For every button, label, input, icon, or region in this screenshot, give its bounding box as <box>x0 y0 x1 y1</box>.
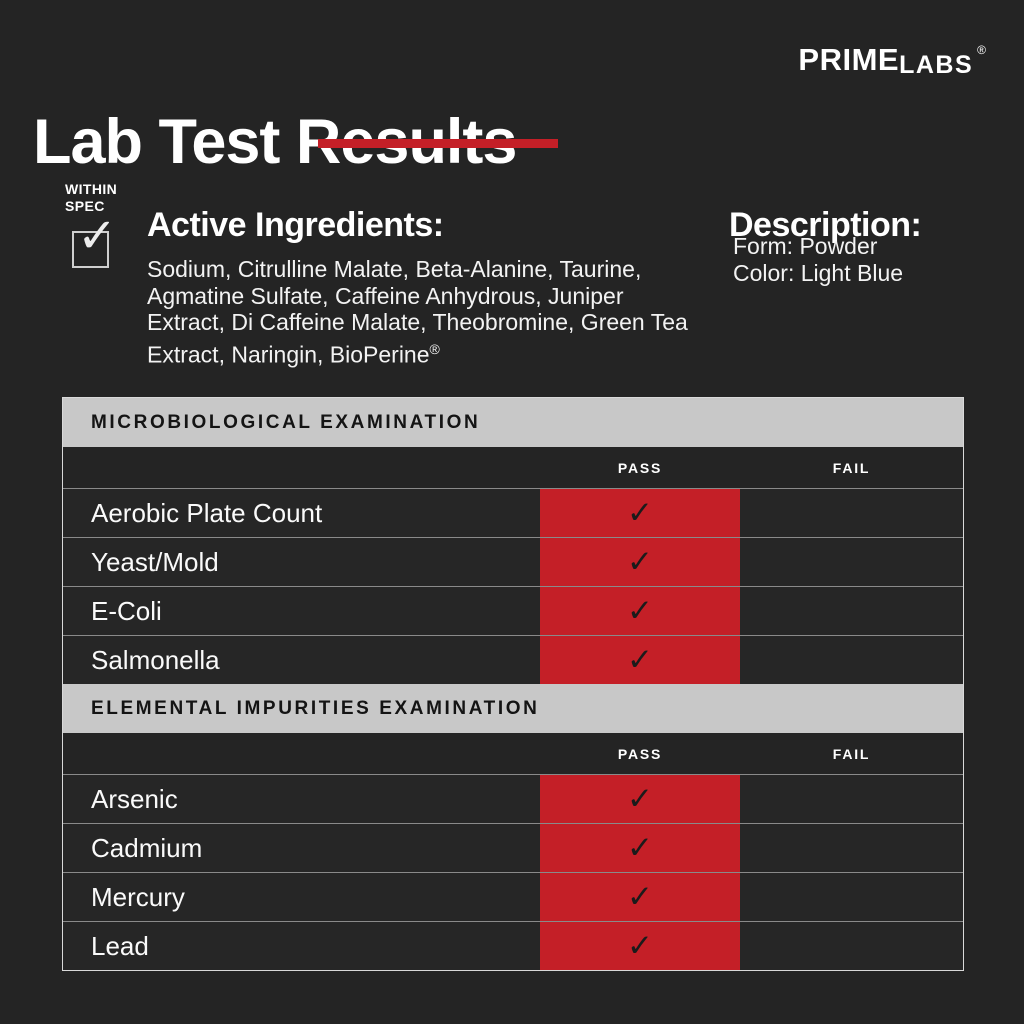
checkmark-icon: ✓ <box>627 879 653 914</box>
fail-cell <box>740 922 963 970</box>
checkmark-icon: ✓ <box>627 781 653 816</box>
checkmark-icon: ✓ <box>627 928 653 963</box>
pass-cell: ✓ <box>540 922 740 970</box>
description-heading: Description: <box>729 206 922 245</box>
table-row: Aerobic Plate Count ✓ <box>63 488 963 537</box>
test-name: Cadmium <box>91 832 203 863</box>
pass-cell: ✓ <box>540 873 740 921</box>
pass-cell: ✓ <box>540 538 740 586</box>
table-row: Arsenic ✓ <box>63 774 963 823</box>
fail-cell <box>740 636 963 684</box>
column-header-spacer <box>63 733 540 774</box>
column-header-spacer <box>63 447 540 488</box>
fail-cell <box>740 538 963 586</box>
column-header-fail: FAIL <box>832 745 871 762</box>
brand-name-primary: PRIME <box>798 42 900 77</box>
column-header-fail: FAIL <box>832 459 871 476</box>
checkmark-icon: ✓ <box>627 495 653 530</box>
pass-cell: ✓ <box>540 636 740 684</box>
table-section: MICROBIOLOGICAL EXAMINATION PASS FAIL Aerob… <box>63 398 963 684</box>
table-section-header: ELEMENTAL IMPURITIES EXAMINATION <box>63 684 963 733</box>
column-header-pass: PASS <box>617 745 663 762</box>
table-section-header: MICROBIOLOGICAL EXAMINATION <box>63 398 963 447</box>
active-ingredients-text: Sodium, Citrulline Malate, Beta-Alanine,… <box>147 256 705 368</box>
table-row: Yeast/Mold ✓ <box>63 537 963 586</box>
checkmark-icon: ✓ <box>77 210 118 263</box>
table-section: ELEMENTAL IMPURITIES EXAMINATION PASS FAIL… <box>63 684 963 970</box>
test-name: Mercury <box>91 881 185 912</box>
description-line: Form: Powder <box>733 233 878 259</box>
fail-cell <box>740 824 963 872</box>
brand-logo: PRIME LABS ® <box>798 44 986 78</box>
checkmark-icon: ✓ <box>627 642 653 677</box>
test-name: Yeast/Mold <box>91 546 219 577</box>
pass-cell: ✓ <box>540 775 740 823</box>
test-name: Lead <box>91 930 149 961</box>
checkmark-icon: ✓ <box>627 830 653 865</box>
test-name: Salmonella <box>91 644 220 675</box>
pass-cell: ✓ <box>540 587 740 635</box>
test-name: Arsenic <box>91 783 178 814</box>
active-ingredients-heading: Active Ingredients: <box>147 206 444 245</box>
within-spec-label: WITHIN SPEC <box>65 181 117 215</box>
table-row: Lead ✓ <box>63 921 963 970</box>
registered-trademark-icon: ® <box>977 43 986 57</box>
registered-trademark-icon: ® <box>429 340 440 357</box>
column-header-pass: PASS <box>617 459 663 476</box>
checkmark-icon: ✓ <box>627 593 653 628</box>
test-name: Aerobic Plate Count <box>91 497 323 528</box>
pass-cell: ✓ <box>540 824 740 872</box>
table-row: Mercury ✓ <box>63 872 963 921</box>
tables: MICROBIOLOGICAL EXAMINATION PASS FAIL Aerob… <box>62 397 964 971</box>
test-name: E-Coli <box>91 595 162 626</box>
fail-cell <box>740 587 963 635</box>
fail-cell <box>740 873 963 921</box>
table-row: Cadmium ✓ <box>63 823 963 872</box>
brand-name-secondary: LABS <box>899 51 974 79</box>
description-line: Color: Light Blue <box>733 259 904 286</box>
within-spec-line2: SPEC <box>65 198 105 214</box>
fail-cell <box>740 489 963 537</box>
within-spec-checkbox: ✓ <box>72 213 117 268</box>
description-lines: Form: Powder Color: Light Blue <box>733 233 903 286</box>
table-row: E-Coli ✓ <box>63 586 963 635</box>
table-column-header-row: PASS FAIL <box>63 447 963 488</box>
pass-cell: ✓ <box>540 489 740 537</box>
table-row: Salmonella ✓ <box>63 635 963 684</box>
table-column-header-row: PASS FAIL <box>63 733 963 774</box>
active-ingredients-list: Sodium, Citrulline Malate, Beta-Alanine,… <box>147 256 688 368</box>
title-underline <box>318 139 558 148</box>
checkmark-icon: ✓ <box>627 544 653 579</box>
within-spec-line1: WITHIN <box>65 181 118 197</box>
fail-cell <box>740 775 963 823</box>
